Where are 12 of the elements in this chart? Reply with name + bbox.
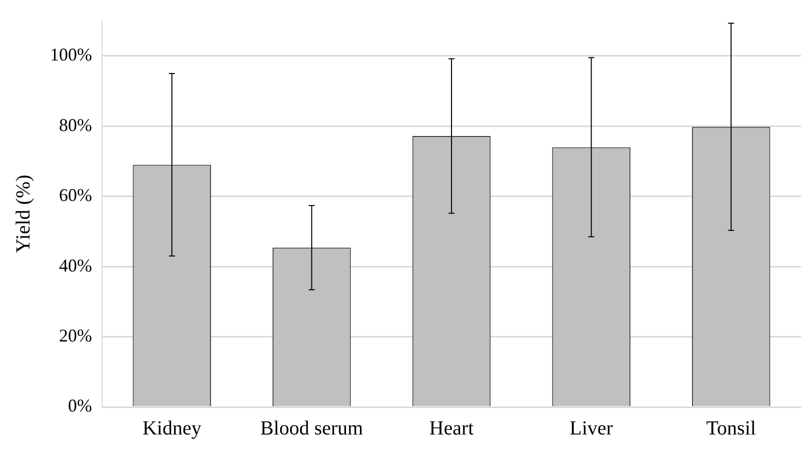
x-tick-label: Tonsil xyxy=(706,417,756,440)
x-tick-label: Blood serum xyxy=(260,417,364,440)
y-tick-label: 100% xyxy=(50,44,92,65)
x-tick-label: Kidney xyxy=(142,417,202,440)
y-tick-label: 0% xyxy=(68,396,92,416)
y-tick-label: 40% xyxy=(58,255,92,276)
y-tick-label: 80% xyxy=(58,114,92,135)
y-tick-label: 60% xyxy=(58,185,92,206)
y-tick-label: 20% xyxy=(58,326,92,346)
y-axis-title: Yield (%) xyxy=(12,174,34,254)
x-tick-label: Heart xyxy=(429,417,474,440)
x-tick-label: Liver xyxy=(570,417,614,440)
